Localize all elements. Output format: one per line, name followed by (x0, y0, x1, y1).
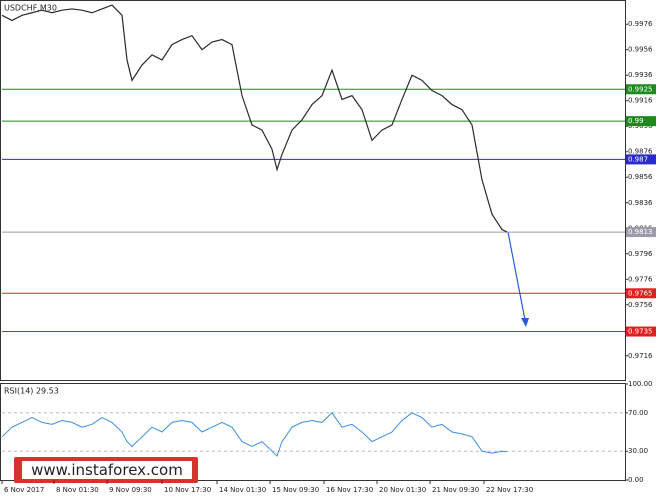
y-tick-label: 0.9956 (628, 46, 653, 54)
x-tick-label: 8 Nov 01:30 (56, 486, 99, 494)
watermark-text: www.instaforex.com (31, 461, 183, 479)
level-box (626, 326, 656, 337)
x-tick-label: 15 Nov 09:30 (272, 486, 319, 494)
rsi-label: RSI(14) 29.53 (4, 387, 59, 396)
y-tick-label: 0.9876 (628, 148, 653, 156)
price-line (1, 4, 508, 233)
x-tick-label: 14 Nov 01:30 (219, 486, 266, 494)
y-tick-label: 0.9936 (628, 71, 653, 79)
y-tick-label: 0.9976 (628, 20, 653, 28)
x-tick-label: 20 Nov 01:30 (379, 486, 426, 494)
x-tick-label: 21 Nov 09:30 (432, 486, 479, 494)
rsi-tick-label: 70.00 (628, 409, 648, 417)
level-label: 0.9735 (628, 328, 653, 336)
x-tick-label: 9 Nov 09:30 (109, 486, 152, 494)
y-tick-label: 0.9856 (628, 173, 653, 181)
level-box (626, 116, 656, 127)
rsi-tick-label: 0.00 (628, 476, 644, 484)
rsi-tick-label: 30.00 (628, 447, 648, 455)
x-tick-label: 6 Nov 2017 (4, 486, 44, 494)
level-label: 0.9765 (628, 289, 653, 297)
chart-title: USDCHF,M30 (4, 4, 57, 13)
level-box (626, 84, 656, 95)
x-tick-label: 22 Nov 17:30 (486, 486, 533, 494)
y-tick-label: 0.9756 (628, 301, 653, 309)
level-box (626, 227, 656, 238)
level-box (626, 154, 656, 165)
level-label: 0.99 (628, 117, 644, 125)
y-tick-label: 0.9836 (628, 199, 653, 207)
rsi-line (1, 412, 508, 457)
y-tick-label: 0.9796 (628, 250, 653, 258)
forecast-arrow (507, 231, 526, 321)
price-panel (0, 0, 626, 381)
y-tick-label: 0.9896 (628, 122, 653, 130)
forecast-arrowhead (521, 318, 529, 327)
level-label: 0.9813 (628, 228, 653, 236)
y-tick-label: 0.9776 (628, 275, 653, 283)
x-tick-label: 10 Nov 17:30 (164, 486, 211, 494)
watermark-inner (22, 461, 192, 479)
y-tick-label: 0.9916 (628, 97, 653, 105)
y-tick-label: 0.9716 (628, 352, 653, 360)
x-tick-label: 16 Nov 17:30 (326, 486, 373, 494)
level-label: 0.9925 (628, 85, 653, 93)
level-label: 0.987 (628, 155, 648, 163)
watermark: www.instaforex.com (14, 457, 198, 483)
rsi-tick-label: 100.00 (628, 380, 653, 388)
level-box (626, 288, 656, 299)
